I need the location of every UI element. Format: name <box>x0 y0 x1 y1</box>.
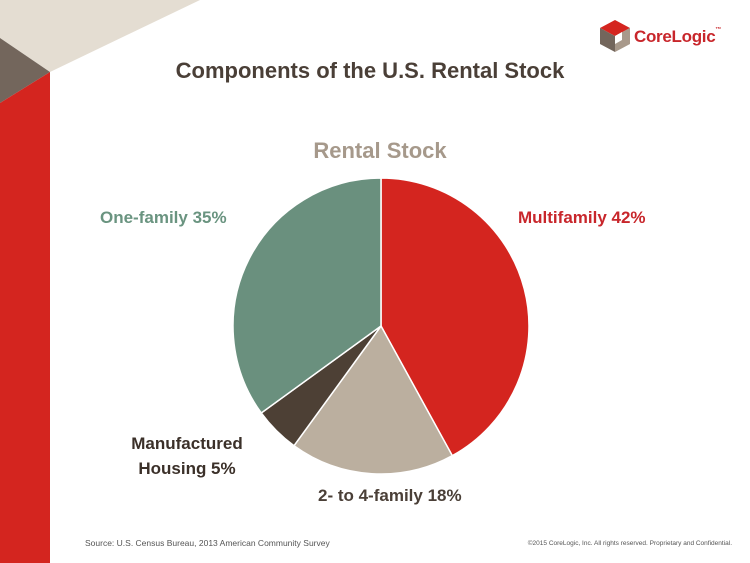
label-manufactured-line2: Housing 5% <box>138 459 236 478</box>
label-manufactured-housing: Manufactured Housing 5% <box>112 431 262 481</box>
pie-slice-2-to-4-family <box>292 324 454 475</box>
top-brown-triangle <box>0 38 50 103</box>
pie-slice-one-family <box>232 177 382 415</box>
chart-subtitle: Rental Stock <box>313 138 447 163</box>
copyright-note: ©2015 CoreLogic, Inc. All rights reserve… <box>527 540 732 547</box>
label-manufactured-line1: Manufactured <box>131 434 243 453</box>
page-title: Components of the U.S. Rental Stock <box>175 58 565 83</box>
label-two-to-four-family: 2- to 4-family 18% <box>318 486 462 505</box>
corelogic-logo: CoreLogic™ <box>598 18 738 58</box>
left-red-bar <box>0 72 50 563</box>
label-one-family: One-family 35% <box>100 208 227 227</box>
pie-slice-multifamily <box>380 177 530 457</box>
corelogic-cube-icon <box>600 20 630 52</box>
label-multifamily: Multifamily 42% <box>518 208 646 227</box>
top-beige-band <box>0 0 200 72</box>
logo-wordmark: CoreLogic™ <box>634 27 722 46</box>
source-note: Source: U.S. Census Bureau, 2013 America… <box>85 538 330 548</box>
